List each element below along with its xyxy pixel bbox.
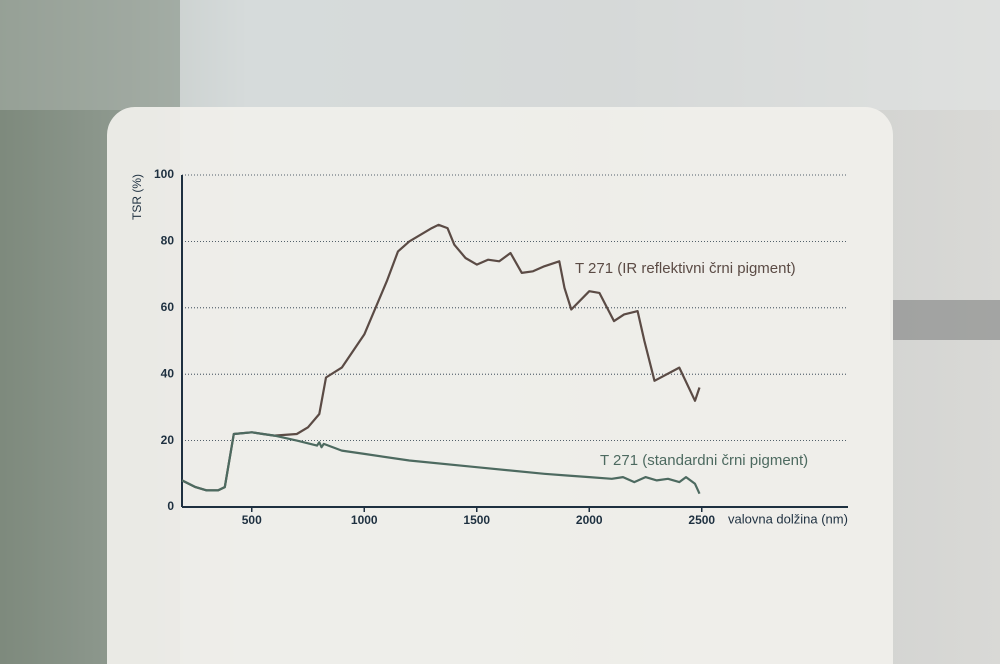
x-axis-label: valovna dolžina (nm) <box>728 511 848 526</box>
series-line <box>181 431 701 495</box>
x-tick-label: 1000 <box>351 513 378 527</box>
x-tick-label: 2500 <box>688 513 715 527</box>
building-band <box>890 300 1000 340</box>
y-tick-label: 40 <box>161 366 175 380</box>
y-tick-label: 60 <box>161 300 175 314</box>
x-tick-label: 2000 <box>576 513 603 527</box>
y-axis-label: TSR (%) <box>130 174 144 220</box>
y-tick-label: 20 <box>161 433 175 447</box>
x-tick-label: 1500 <box>463 513 490 527</box>
sky <box>0 0 1000 110</box>
y-tick-label: 0 <box>167 499 174 513</box>
y-tick-label: 100 <box>154 167 174 181</box>
x-tick-label: 500 <box>242 513 262 527</box>
series-label: T 271 (IR reflektivni črni pigment) <box>575 260 796 277</box>
card <box>107 107 893 664</box>
series-label: T 271 (standardni črni pigment) <box>600 452 808 469</box>
y-tick-label: 80 <box>161 234 175 248</box>
